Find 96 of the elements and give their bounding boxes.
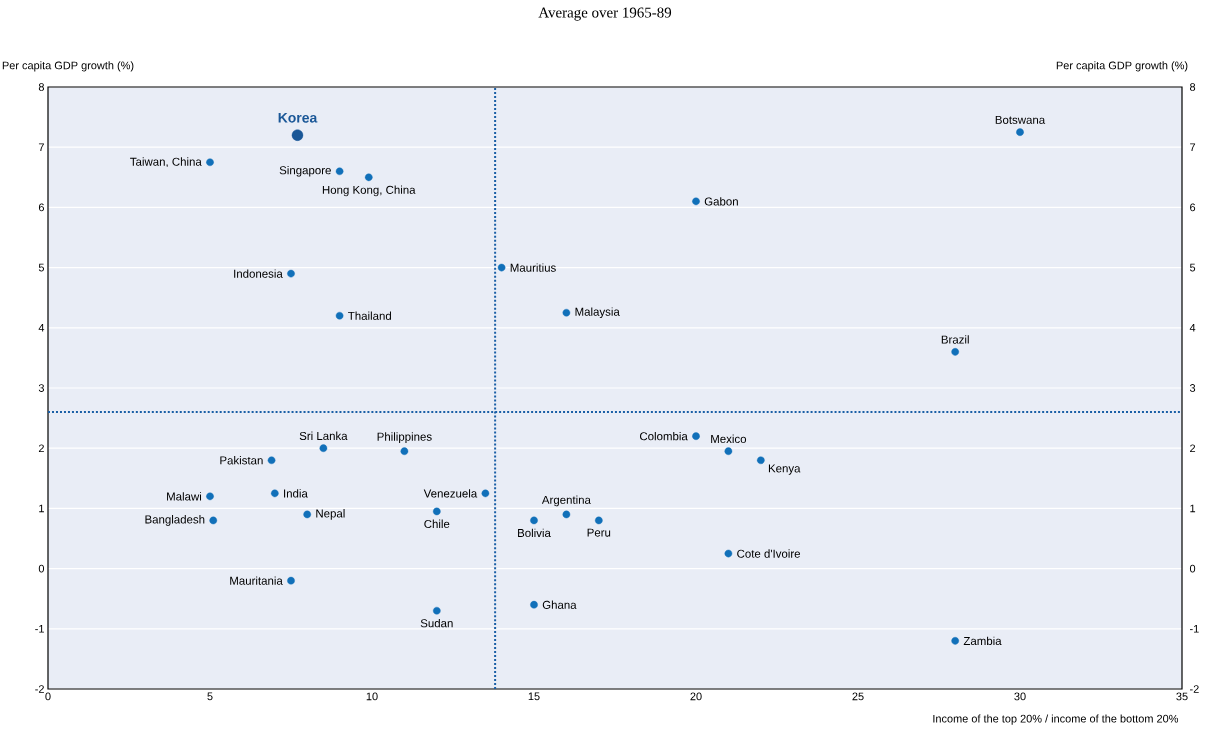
- y-tick-label: 0: [38, 564, 45, 573]
- point: [287, 269, 295, 278]
- x-tick-label: 0: [45, 692, 51, 701]
- annotation: Nepal: [316, 509, 345, 520]
- point: [757, 456, 765, 465]
- annotation: Mauritania: [230, 576, 283, 585]
- point: [562, 510, 571, 519]
- y2-tick-label: 6: [1190, 203, 1196, 212]
- y-tick-label: -1: [35, 625, 44, 633]
- point: [319, 444, 328, 452]
- annotation: Chile: [424, 519, 450, 529]
- y-tick-label: 4: [38, 324, 45, 332]
- point: [724, 549, 733, 558]
- y2-tick-label: 1: [1190, 504, 1196, 513]
- series-label: Korea: [278, 112, 318, 123]
- point: [724, 447, 733, 455]
- annotation: Zambia: [963, 636, 1002, 646]
- annotation: Brazil: [941, 335, 969, 344]
- annotation: Ghana: [542, 600, 577, 609]
- y2-tick-label: 8: [1189, 83, 1196, 91]
- annotation: Mauritius: [510, 263, 556, 272]
- y2-tick-label: 5: [1189, 263, 1196, 272]
- point: [364, 173, 373, 182]
- x-tick-label: 20: [690, 692, 702, 701]
- point: [335, 167, 344, 176]
- annotation: Bangladesh: [145, 515, 205, 526]
- point: [562, 308, 571, 317]
- point: [206, 492, 214, 501]
- annotation: Hong Kong, China: [322, 185, 416, 197]
- y2-tick-label: 2: [1190, 444, 1196, 453]
- y-tick-label: 1: [39, 504, 44, 513]
- y-tick-label: 2: [38, 444, 44, 453]
- annotation: Argentina: [541, 495, 591, 507]
- y2-tick-label: -1: [1190, 625, 1199, 633]
- point: [1016, 128, 1024, 136]
- x-tick-label: 15: [528, 692, 540, 701]
- point: [692, 197, 700, 206]
- point: [433, 507, 441, 516]
- annotation: Kenya: [768, 464, 801, 475]
- y-tick-label: 5: [38, 263, 45, 272]
- annotation: Cote d'Ivoire: [737, 549, 801, 558]
- y2-tick-label: 4: [1189, 324, 1196, 332]
- annotation: Sudan: [420, 618, 453, 628]
- annotation: Peru: [587, 528, 611, 537]
- y-tick-label: 6: [38, 203, 44, 212]
- annotation: Philippines: [377, 432, 432, 443]
- point: [267, 456, 276, 465]
- point: [433, 606, 441, 615]
- x-tick-label: 10: [366, 692, 378, 701]
- point: [209, 516, 218, 525]
- annotation: Botswana: [995, 115, 1046, 124]
- point: [692, 432, 700, 440]
- y-tick-label: 3: [38, 384, 44, 392]
- y2-tick-label: -2: [1190, 685, 1199, 693]
- y2-tick-label: 7: [1190, 143, 1196, 151]
- y-axis-title: Per capita GDP growth (%): [2, 61, 134, 72]
- y2-tick-label: 0: [1189, 564, 1196, 573]
- point: [287, 576, 295, 585]
- annotation: Taiwan, China: [130, 157, 202, 168]
- annotation: Gabon: [704, 197, 738, 206]
- y-tick-label: -2: [35, 685, 44, 693]
- point: [271, 489, 279, 498]
- annotation: Sri Lanka: [299, 431, 348, 440]
- annotation: Pakistan: [220, 456, 263, 465]
- point: [951, 348, 959, 356]
- y2-axis-title: Per capita GDP growth (%): [1056, 61, 1188, 72]
- x-tick-label: 30: [1014, 692, 1026, 701]
- x-axis-title: Income of the top 20% / income of the bottom 20%: [933, 714, 1179, 725]
- annotation: Malawi: [167, 492, 202, 501]
- point: [595, 516, 603, 525]
- x-tick-label: 35: [1176, 692, 1188, 701]
- annotation: Mexico: [711, 434, 747, 443]
- x-tick-label: 5: [207, 692, 213, 701]
- x-tick-label: 25: [852, 692, 864, 701]
- annotation: Colombia: [639, 431, 688, 441]
- annotation: Bolivia: [518, 528, 551, 538]
- point: [530, 516, 538, 525]
- annotation: Malaysia: [575, 307, 620, 319]
- point: [951, 637, 959, 645]
- point: [291, 129, 304, 141]
- annotation: Indonesia: [234, 269, 283, 278]
- point: [400, 447, 409, 455]
- point: [530, 600, 538, 609]
- y-tick-label: 7: [38, 143, 44, 151]
- chart-title: Average over 1965-89: [538, 7, 672, 21]
- point: [335, 311, 344, 320]
- annotation: India: [284, 489, 308, 498]
- y2-tick-label: 3: [1189, 384, 1196, 392]
- point: [481, 489, 490, 498]
- annotation: Thailand: [348, 311, 391, 320]
- point: [206, 158, 214, 167]
- point: [497, 263, 506, 272]
- point: [303, 510, 311, 519]
- y-tick-label: 8: [38, 83, 44, 91]
- annotation: Singapore: [279, 165, 331, 177]
- annotation: Venezuela: [423, 489, 478, 498]
